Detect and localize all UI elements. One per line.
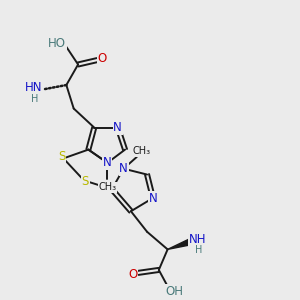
Polygon shape [168, 239, 190, 249]
Text: N: N [119, 162, 128, 175]
Text: H: H [31, 94, 38, 104]
Text: NH: NH [189, 233, 207, 246]
Text: HN: HN [25, 81, 43, 94]
Text: OH: OH [165, 285, 183, 298]
Text: S: S [58, 150, 66, 164]
Text: CH₃: CH₃ [132, 146, 150, 156]
Text: H: H [195, 245, 202, 255]
Text: N: N [113, 121, 122, 134]
Text: N: N [103, 156, 112, 169]
Text: CH₃: CH₃ [98, 182, 116, 192]
Text: HO: HO [48, 38, 66, 50]
Text: O: O [98, 52, 107, 65]
Text: S: S [82, 176, 89, 188]
Text: O: O [128, 268, 138, 281]
Text: N: N [148, 191, 157, 205]
